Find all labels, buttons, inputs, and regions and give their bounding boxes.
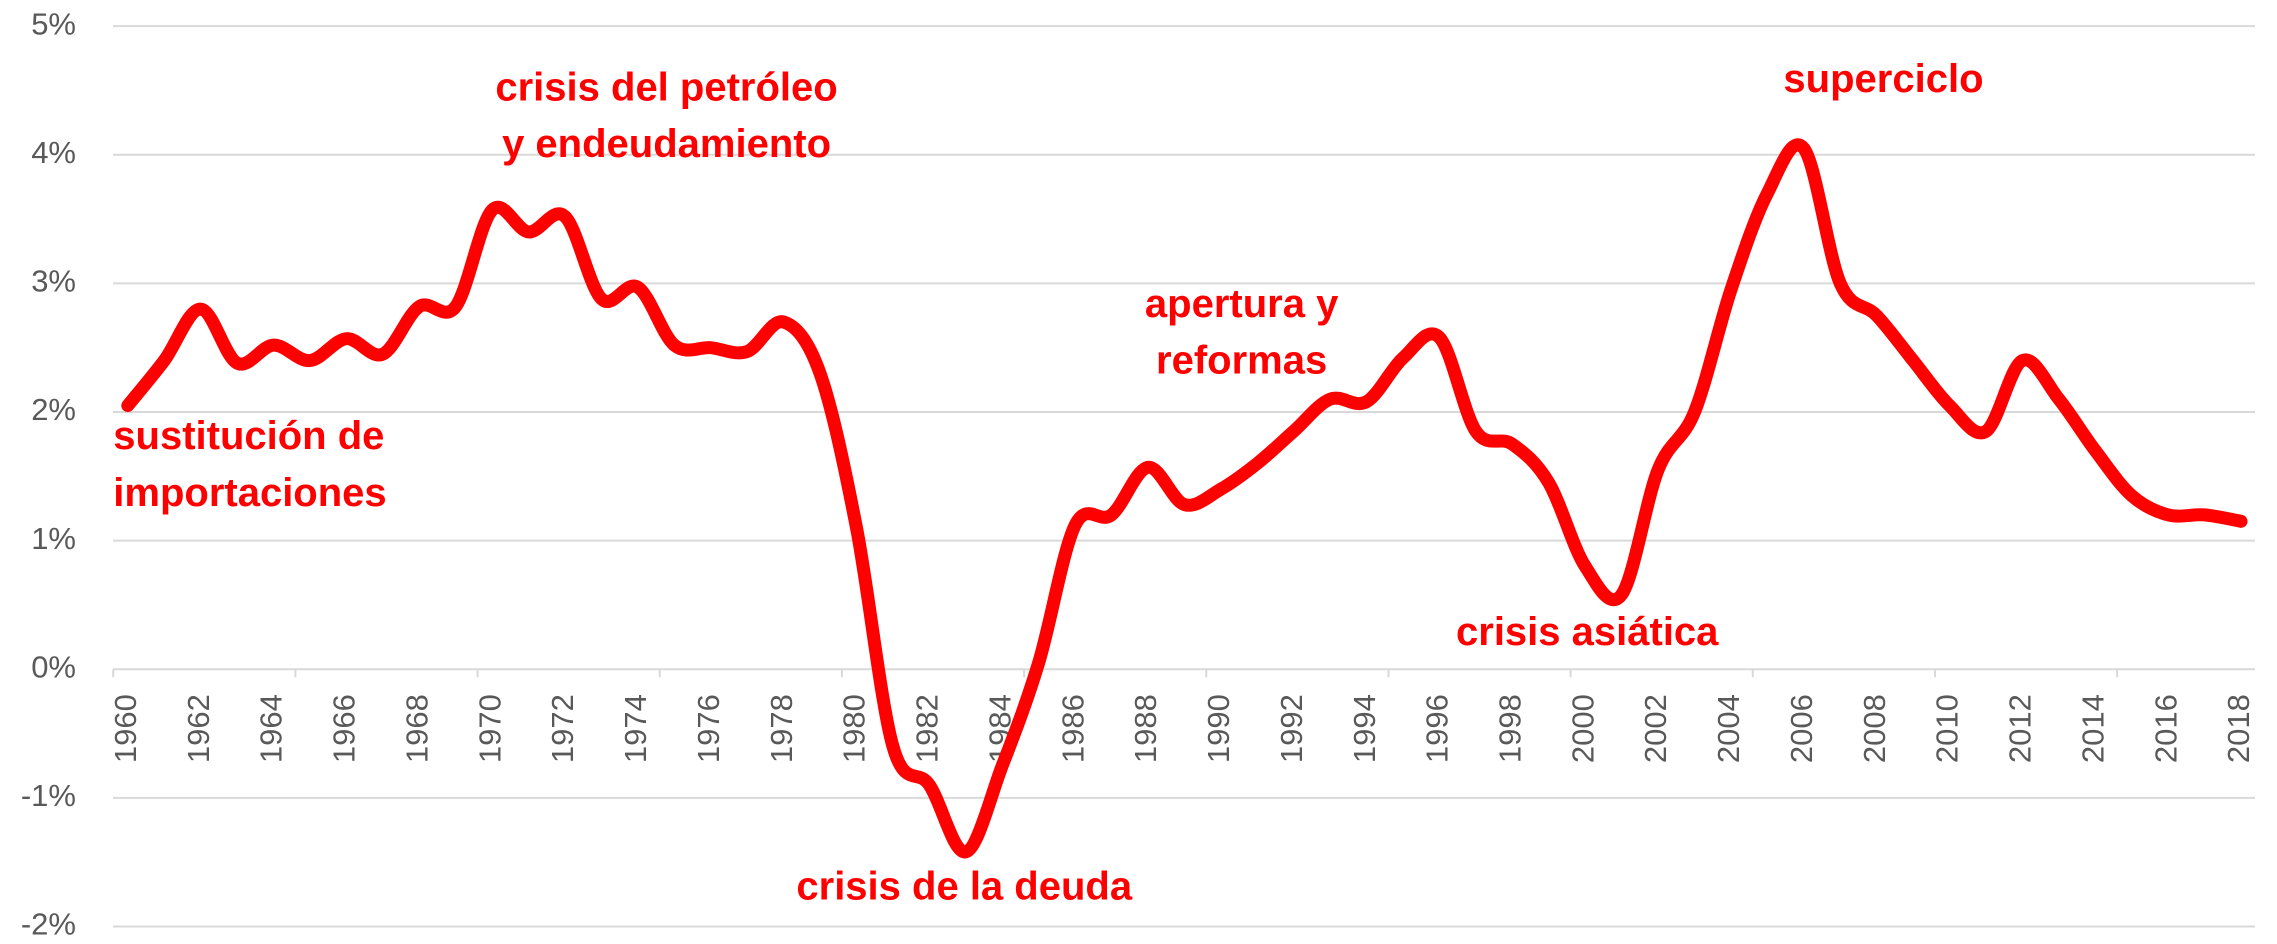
annotation: reformas (1156, 339, 1327, 383)
y-tick-label: 2% (31, 392, 76, 427)
x-tick-label: 1964 (254, 694, 289, 763)
x-tick-label: 1966 (327, 694, 362, 763)
x-tick-label: 2008 (1857, 694, 1892, 763)
x-tick-label: 2016 (2148, 694, 2183, 763)
x-tick-label: 1990 (1201, 694, 1236, 763)
x-tick-label: 1978 (764, 694, 799, 763)
x-tick-label: 2002 (1638, 694, 1673, 763)
x-tick-label: 1962 (181, 694, 216, 763)
x-tick-label: 2000 (1565, 694, 1600, 763)
x-tick-label: 1974 (618, 694, 653, 763)
x-tick-label: 1996 (1420, 694, 1455, 763)
x-tick-label: 1982 (910, 694, 945, 763)
annotation: superciclo (1783, 57, 1983, 101)
x-tick-label: 1980 (837, 694, 872, 763)
y-tick-label: 5% (31, 6, 76, 41)
x-tick-label: 2004 (1711, 694, 1746, 763)
x-tick-label: 1994 (1347, 694, 1382, 763)
y-tick-label: -2% (21, 907, 76, 942)
y-tick-label: 4% (31, 135, 76, 170)
x-tick-label: 2012 (2003, 694, 2038, 763)
annotation: crisis de la deuda (796, 864, 1132, 908)
data-line (121, 138, 2248, 859)
annotation: crisis asiática (1456, 610, 1719, 654)
annotation: y endeudamiento (502, 122, 831, 166)
x-tick-label: 1988 (1128, 694, 1163, 763)
x-tick-label: 1968 (399, 694, 434, 763)
x-tick-label: 1976 (691, 694, 726, 763)
y-tick-label: 0% (31, 649, 76, 684)
x-tick-label: 1998 (1493, 694, 1528, 763)
y-tick-label: -1% (21, 778, 76, 813)
annotation: crisis del petróleo (495, 66, 837, 110)
x-tick-label: 1970 (472, 694, 507, 763)
x-tick-label: 1992 (1274, 694, 1309, 763)
x-tick-label: 2018 (2221, 694, 2256, 763)
x-tick-label: 1960 (108, 694, 143, 763)
x-tick-label: 2006 (1784, 694, 1819, 763)
x-tick-label: 2014 (2075, 694, 2110, 763)
x-tick-label: 1986 (1055, 694, 1090, 763)
y-tick-label: 1% (31, 521, 76, 556)
annotation: sustitución de (113, 414, 384, 458)
annotation: apertura y (1145, 282, 1339, 326)
y-tick-label: 3% (31, 264, 76, 299)
annotation: importaciones (113, 471, 386, 515)
x-tick-label: 2010 (1930, 694, 1965, 763)
x-tick-label: 1972 (545, 694, 580, 763)
